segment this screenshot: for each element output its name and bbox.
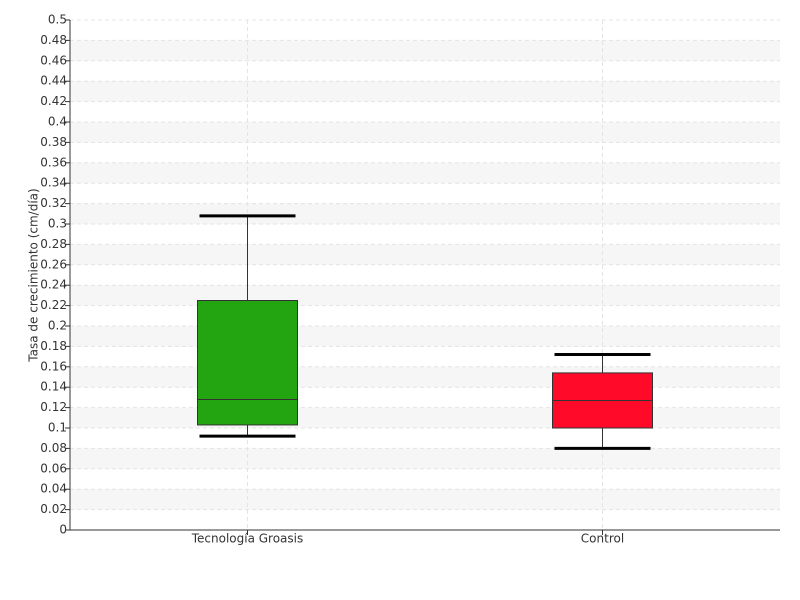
- grid-band: [70, 326, 780, 347]
- background: [70, 40, 780, 510]
- y-tick-label: 0.36: [40, 155, 67, 169]
- y-tick-label: 0.26: [40, 257, 67, 271]
- y-tick-label: 0: [59, 523, 67, 537]
- y-tick-label: 0.38: [40, 135, 67, 149]
- grid-band: [70, 244, 780, 265]
- y-tick-label: 0.44: [40, 74, 67, 88]
- grid-band: [70, 489, 780, 510]
- y-tick-label: 0.34: [40, 176, 67, 190]
- x-tick-label: Control: [581, 532, 624, 546]
- y-tick-label: 0.32: [40, 196, 67, 210]
- y-tick-label: 0.42: [40, 94, 67, 108]
- y-tick-label: 0.14: [40, 380, 67, 394]
- grid-band: [70, 448, 780, 469]
- grid-band: [70, 366, 780, 388]
- y-tick-label: 0.08: [40, 441, 67, 455]
- grid-band: [70, 122, 780, 143]
- y-tick-label: 0.1: [48, 421, 67, 435]
- y-tick-label: 0.3: [48, 217, 67, 231]
- x-tick-label: Tecnología Groasis: [191, 532, 304, 546]
- grid-band: [70, 203, 780, 224]
- y-tick-label: 0.04: [40, 482, 67, 496]
- grid-band: [70, 285, 780, 306]
- grid-band: [70, 40, 780, 61]
- y-tick-label: 0.06: [40, 461, 67, 475]
- y-tick-label: 0.4: [48, 115, 67, 129]
- grid-band: [70, 407, 780, 428]
- y-tick-label: 0.46: [40, 53, 67, 67]
- y-tick-label: 0.22: [40, 298, 67, 312]
- y-tick-label: 0.48: [40, 33, 67, 47]
- y-tick-label: 0.28: [40, 237, 67, 251]
- y-tick-label: 0.02: [40, 502, 67, 516]
- grid-band: [70, 81, 780, 102]
- y-tick-label: 0.24: [40, 278, 67, 292]
- y-tick-label: 0.12: [40, 400, 67, 414]
- y-tick-label: 0.16: [40, 359, 67, 373]
- y-tick-label: 0.2: [48, 319, 67, 333]
- y-axis-label: Tasa de crecimiento (cm/día): [27, 188, 41, 362]
- y-tick-label: 0.5: [48, 13, 67, 27]
- y-tick-label: 0.18: [40, 339, 67, 353]
- box: [197, 300, 298, 426]
- grid-band: [70, 162, 780, 184]
